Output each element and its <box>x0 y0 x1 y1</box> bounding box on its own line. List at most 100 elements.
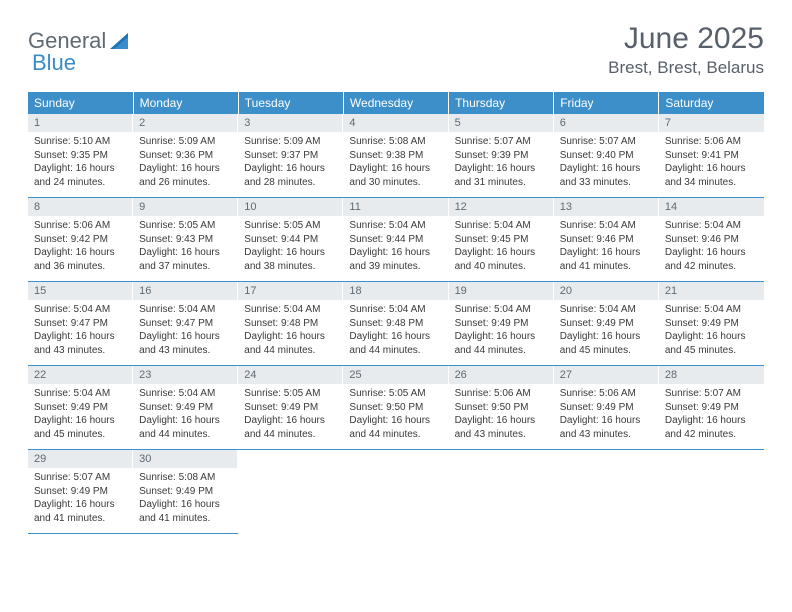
day-detail-line: Daylight: 16 hours <box>34 498 127 512</box>
calendar-day-cell: 19Sunrise: 5:04 AMSunset: 9:49 PMDayligh… <box>449 282 554 366</box>
day-detail-line: Sunset: 9:47 PM <box>139 317 232 331</box>
day-details: Sunrise: 5:08 AMSunset: 9:38 PMDaylight:… <box>343 132 448 197</box>
calendar-day-cell: 26Sunrise: 5:06 AMSunset: 9:50 PMDayligh… <box>449 366 554 450</box>
day-detail-line: and 43 minutes. <box>455 428 548 442</box>
day-details: Sunrise: 5:04 AMSunset: 9:49 PMDaylight:… <box>133 384 238 449</box>
day-detail-line: Sunrise: 5:09 AM <box>139 135 232 149</box>
day-details: Sunrise: 5:04 AMSunset: 9:48 PMDaylight:… <box>238 300 343 365</box>
day-number: 15 <box>28 282 133 300</box>
day-number: 1 <box>28 114 133 132</box>
day-detail-line: Sunrise: 5:04 AM <box>34 303 127 317</box>
calendar-week-row: 8Sunrise: 5:06 AMSunset: 9:42 PMDaylight… <box>28 198 764 282</box>
day-detail-line: and 24 minutes. <box>34 176 127 190</box>
day-detail-line: and 33 minutes. <box>560 176 653 190</box>
calendar-day-cell: 28Sunrise: 5:07 AMSunset: 9:49 PMDayligh… <box>659 366 764 450</box>
calendar-day-cell: 1Sunrise: 5:10 AMSunset: 9:35 PMDaylight… <box>28 114 133 198</box>
day-detail-line: Sunset: 9:49 PM <box>560 317 653 331</box>
day-details: Sunrise: 5:04 AMSunset: 9:49 PMDaylight:… <box>28 384 133 449</box>
calendar-day-cell: 30Sunrise: 5:08 AMSunset: 9:49 PMDayligh… <box>133 450 238 534</box>
day-detail-line: and 31 minutes. <box>455 176 548 190</box>
day-detail-line: Sunset: 9:45 PM <box>455 233 548 247</box>
calendar-day-cell <box>554 450 659 534</box>
day-detail-line: Sunset: 9:35 PM <box>34 149 127 163</box>
day-detail-line: Sunrise: 5:05 AM <box>244 219 337 233</box>
day-detail-line: and 38 minutes. <box>244 260 337 274</box>
day-detail-line: Daylight: 16 hours <box>34 330 127 344</box>
weekday-header: Monday <box>133 92 238 114</box>
day-details: Sunrise: 5:04 AMSunset: 9:45 PMDaylight:… <box>449 216 554 281</box>
day-details: Sunrise: 5:04 AMSunset: 9:47 PMDaylight:… <box>133 300 238 365</box>
day-detail-line: Daylight: 16 hours <box>139 162 232 176</box>
calendar-day-cell: 29Sunrise: 5:07 AMSunset: 9:49 PMDayligh… <box>28 450 133 534</box>
day-detail-line: Sunrise: 5:07 AM <box>665 387 758 401</box>
day-detail-line: and 39 minutes. <box>349 260 442 274</box>
day-detail-line: Sunrise: 5:04 AM <box>349 219 442 233</box>
day-detail-line: and 43 minutes. <box>560 428 653 442</box>
calendar-page: General June 2025 Brest, Brest, Belarus … <box>0 0 792 556</box>
day-detail-line: and 42 minutes. <box>665 428 758 442</box>
day-detail-line: and 44 minutes. <box>139 428 232 442</box>
calendar-day-cell: 10Sunrise: 5:05 AMSunset: 9:44 PMDayligh… <box>238 198 343 282</box>
day-detail-line: Sunset: 9:44 PM <box>244 233 337 247</box>
day-details: Sunrise: 5:06 AMSunset: 9:41 PMDaylight:… <box>659 132 764 197</box>
day-details: Sunrise: 5:04 AMSunset: 9:44 PMDaylight:… <box>343 216 448 281</box>
day-detail-line: Daylight: 16 hours <box>349 246 442 260</box>
day-detail-line: Sunset: 9:48 PM <box>349 317 442 331</box>
brand-sail-icon <box>110 31 132 51</box>
location-label: Brest, Brest, Belarus <box>608 58 764 78</box>
day-detail-line: Daylight: 16 hours <box>244 162 337 176</box>
day-detail-line: Sunrise: 5:04 AM <box>34 387 127 401</box>
day-details: Sunrise: 5:05 AMSunset: 9:43 PMDaylight:… <box>133 216 238 281</box>
day-number: 9 <box>133 198 238 216</box>
day-detail-line: and 45 minutes. <box>34 428 127 442</box>
calendar-day-cell: 24Sunrise: 5:05 AMSunset: 9:49 PMDayligh… <box>238 366 343 450</box>
month-title: June 2025 <box>608 22 764 56</box>
day-details: Sunrise: 5:04 AMSunset: 9:48 PMDaylight:… <box>343 300 448 365</box>
weekday-header: Tuesday <box>238 92 343 114</box>
calendar-day-cell: 9Sunrise: 5:05 AMSunset: 9:43 PMDaylight… <box>133 198 238 282</box>
day-detail-line: Sunrise: 5:04 AM <box>665 303 758 317</box>
day-detail-line: Sunrise: 5:06 AM <box>665 135 758 149</box>
calendar-day-cell: 12Sunrise: 5:04 AMSunset: 9:45 PMDayligh… <box>449 198 554 282</box>
day-detail-line: Sunrise: 5:04 AM <box>139 303 232 317</box>
calendar-day-cell <box>449 450 554 534</box>
day-details: Sunrise: 5:09 AMSunset: 9:36 PMDaylight:… <box>133 132 238 197</box>
day-number: 20 <box>554 282 659 300</box>
day-detail-line: Sunset: 9:49 PM <box>244 401 337 415</box>
day-detail-line: Daylight: 16 hours <box>139 414 232 428</box>
day-details: Sunrise: 5:05 AMSunset: 9:44 PMDaylight:… <box>238 216 343 281</box>
day-details: Sunrise: 5:07 AMSunset: 9:40 PMDaylight:… <box>554 132 659 197</box>
day-detail-line: Sunset: 9:40 PM <box>560 149 653 163</box>
day-number: 6 <box>554 114 659 132</box>
day-detail-line: Sunset: 9:49 PM <box>34 401 127 415</box>
day-detail-line: and 44 minutes. <box>349 428 442 442</box>
calendar-day-cell: 25Sunrise: 5:05 AMSunset: 9:50 PMDayligh… <box>343 366 448 450</box>
day-details: Sunrise: 5:04 AMSunset: 9:47 PMDaylight:… <box>28 300 133 365</box>
day-detail-line: Sunrise: 5:04 AM <box>244 303 337 317</box>
day-detail-line: Sunset: 9:49 PM <box>455 317 548 331</box>
weekday-header: Friday <box>554 92 659 114</box>
calendar-day-cell <box>659 450 764 534</box>
day-detail-line: Daylight: 16 hours <box>455 414 548 428</box>
day-detail-line: Sunrise: 5:07 AM <box>560 135 653 149</box>
day-details: Sunrise: 5:07 AMSunset: 9:49 PMDaylight:… <box>659 384 764 449</box>
day-detail-line: Sunset: 9:49 PM <box>139 401 232 415</box>
day-detail-line: and 45 minutes. <box>560 344 653 358</box>
day-detail-line: Sunrise: 5:05 AM <box>244 387 337 401</box>
weekday-header: Sunday <box>28 92 133 114</box>
calendar-day-cell <box>343 450 448 534</box>
day-detail-line: Daylight: 16 hours <box>665 414 758 428</box>
day-number: 14 <box>659 198 764 216</box>
day-detail-line: Daylight: 16 hours <box>139 330 232 344</box>
day-detail-line: Sunset: 9:41 PM <box>665 149 758 163</box>
day-detail-line: and 37 minutes. <box>139 260 232 274</box>
day-detail-line: and 43 minutes. <box>139 344 232 358</box>
day-number: 28 <box>659 366 764 384</box>
day-number: 11 <box>343 198 448 216</box>
day-details: Sunrise: 5:08 AMSunset: 9:49 PMDaylight:… <box>133 468 238 533</box>
day-detail-line: Sunrise: 5:05 AM <box>139 219 232 233</box>
day-number: 5 <box>449 114 554 132</box>
day-detail-line: Sunset: 9:49 PM <box>34 485 127 499</box>
day-detail-line: Daylight: 16 hours <box>349 330 442 344</box>
calendar-day-cell: 23Sunrise: 5:04 AMSunset: 9:49 PMDayligh… <box>133 366 238 450</box>
